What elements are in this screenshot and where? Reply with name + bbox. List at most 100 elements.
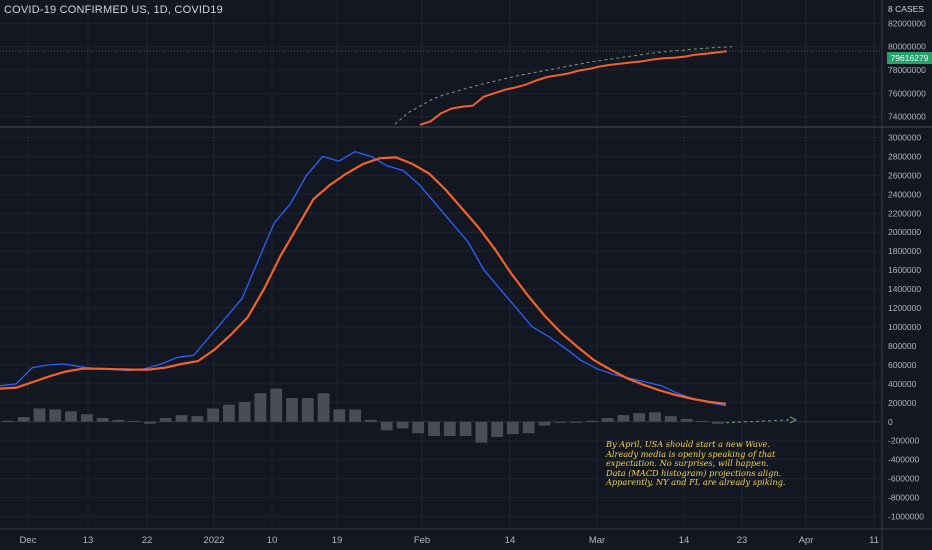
histogram-bar: [491, 421, 504, 437]
y-tick-label: 600000: [888, 360, 917, 370]
histogram-bar: [633, 413, 646, 422]
histogram-bar: [680, 418, 693, 422]
histogram-bar: [238, 401, 251, 422]
histogram-bar: [2, 420, 14, 422]
x-tick-label: Mar: [589, 535, 605, 546]
histogram-bar: [286, 398, 298, 422]
x-tick-label: 14: [505, 535, 516, 546]
x-tick-label: 2022: [203, 535, 224, 546]
histogram-bar: [586, 420, 598, 422]
histogram-bar: [522, 421, 535, 434]
last-value-badge: 79616279: [887, 52, 932, 64]
histogram-bar: [128, 420, 141, 422]
projection-arrow-head: [789, 416, 798, 424]
histogram-bar: [507, 421, 519, 435]
histogram-bar: [459, 421, 472, 436]
x-tick-label: Apr: [799, 535, 814, 546]
histogram-bar: [349, 409, 361, 422]
y-tick-label: 2200000: [888, 208, 921, 218]
x-tick-label: 23: [737, 535, 748, 546]
y-tick-label: 1600000: [888, 265, 921, 275]
histogram-bar: [144, 421, 156, 424]
histogram-bar: [396, 421, 409, 429]
y-tick-label: 3000000: [888, 132, 921, 142]
y-tick-label: 1000000: [888, 322, 921, 332]
y-tick-label: 80000000: [888, 42, 926, 52]
scale-label: CASES: [895, 4, 924, 14]
histogram-bar: [317, 393, 330, 422]
histogram-bar: [554, 421, 567, 423]
y-tick-label: -200000: [888, 436, 919, 446]
x-tick-label: 19: [332, 535, 343, 546]
y-tick-label: -800000: [888, 493, 919, 503]
y-tick-label: 2600000: [888, 170, 921, 180]
histogram-bar: [223, 404, 235, 422]
x-tick-label: 14: [679, 535, 690, 546]
histogram-bar: [696, 420, 709, 422]
y-tick-label: 2400000: [888, 189, 921, 199]
histogram-bar: [301, 398, 314, 422]
scale-control[interactable]: 8 CASES: [888, 4, 924, 14]
histogram-bar: [191, 416, 204, 422]
y-tick-label: 76000000: [888, 88, 926, 98]
grid-lines: [0, 0, 882, 526]
confirmed-cases-line: [419, 50, 728, 126]
histogram-bar: [17, 417, 30, 422]
y-tick-label: 78000000: [888, 65, 926, 75]
histogram-bar: [80, 414, 93, 422]
histogram-bar: [49, 409, 62, 422]
y-tick-label: -1000000: [888, 512, 924, 522]
y-tick-label: 0: [888, 417, 893, 427]
x-tick-label: 22: [142, 535, 153, 546]
histogram-bar: [112, 419, 125, 422]
histogram-bar: [443, 421, 456, 436]
y-tick-label: 200000: [888, 398, 917, 408]
histogram-bar: [570, 421, 582, 423]
y-tick-label: 2800000: [888, 151, 921, 161]
y-tick-label: 800000: [888, 341, 917, 351]
time-axis[interactable]: Dec 13 22 2022 10 19 Feb 14 Mar 14 23 Apr 11: [20, 535, 879, 546]
y-tick-label: 82000000: [888, 18, 926, 28]
x-tick-label: 10: [267, 535, 278, 546]
histogram-bar: [649, 412, 661, 422]
y-tick-label: 400000: [888, 379, 917, 389]
y-tick-label: -600000: [888, 474, 919, 484]
histogram-bar: [617, 415, 630, 422]
histogram-bar: [475, 421, 488, 443]
y-tick-label: 1400000: [888, 284, 921, 294]
chart-annotation: By April, USA should start a new Wave. A…: [606, 439, 786, 488]
x-tick-label: 11: [869, 535, 879, 546]
histogram-bar: [664, 416, 677, 422]
histogram-bar: [254, 393, 267, 422]
x-tick-label: Feb: [414, 535, 430, 546]
y-tick-label: 2000000: [888, 227, 921, 237]
histogram-bar: [159, 418, 172, 422]
histogram-bar: [538, 421, 551, 426]
histogram-bar: [365, 419, 377, 422]
price-axis[interactable]: 74000000 76000000 78000000 80000000 82000000…: [888, 18, 926, 521]
histogram-bar: [712, 421, 724, 424]
y-tick-label: -400000: [888, 455, 919, 465]
scale-prefix: 8: [888, 4, 893, 14]
histogram-bar: [33, 408, 46, 422]
histogram-bar: [380, 421, 393, 431]
histogram-bar: [412, 421, 425, 434]
x-tick-label: 13: [83, 535, 94, 546]
histogram-bar: [175, 415, 188, 422]
y-tick-label: 1200000: [888, 303, 921, 313]
x-tick-label: Dec: [20, 535, 37, 546]
histogram-bar: [428, 421, 440, 436]
y-tick-label: 1800000: [888, 246, 921, 256]
projection-arrow: [725, 419, 791, 424]
slow-line: [0, 156, 727, 405]
lower-pane: [0, 150, 882, 443]
y-tick-label: 74000000: [888, 112, 926, 122]
chart-title: COVID-19 CONFIRMED US, 1D, COVID19: [4, 4, 223, 16]
histogram-bar: [270, 388, 283, 422]
upper-pane: [0, 46, 882, 126]
histogram-bar: [333, 409, 346, 422]
histogram-bar: [207, 408, 219, 422]
